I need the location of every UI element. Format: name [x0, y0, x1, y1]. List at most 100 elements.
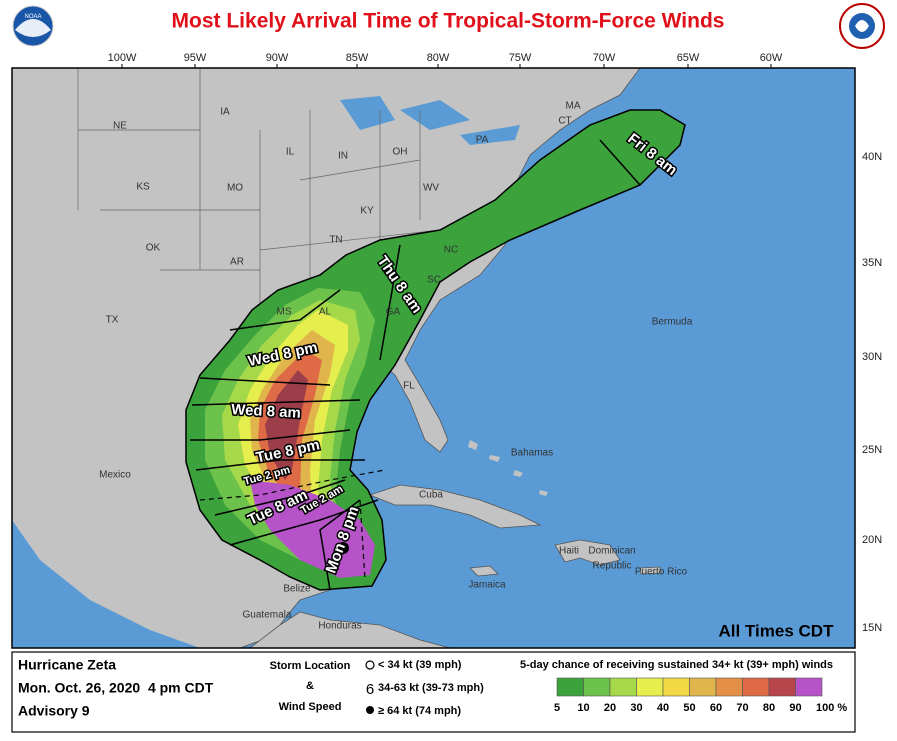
place-label: Belize	[283, 584, 311, 595]
place-label: Mexico	[99, 470, 131, 481]
legend-symbol: 6	[366, 681, 374, 698]
lon-label: 95W	[184, 52, 207, 64]
land-central-america	[249, 611, 451, 648]
scale-label: 20	[604, 702, 616, 714]
place-label: AL	[319, 307, 332, 318]
lon-label: 85W	[346, 52, 369, 64]
scale-label: 100 %	[816, 702, 847, 714]
lon-label: 65W	[677, 52, 700, 64]
place-label: AR	[230, 257, 244, 268]
legend-symbol	[366, 706, 374, 714]
lat-label: 20N	[862, 534, 882, 546]
place-label: IL	[286, 147, 295, 158]
legend-title: &	[306, 680, 314, 692]
lat-label: 35N	[862, 257, 882, 269]
place-label: Haiti	[559, 546, 579, 557]
legend-item: ≥ 64 kt (74 mph)	[378, 705, 461, 717]
place-label: IA	[220, 107, 230, 118]
arrival-time-label: Wed 8 am	[231, 401, 302, 422]
advisory-number: Advisory 9	[18, 703, 90, 719]
state-lines	[77, 68, 501, 330]
scale-label: 30	[630, 702, 642, 714]
scale-swatch	[583, 677, 611, 697]
place-label: GA	[386, 307, 401, 318]
lon-label: 75W	[509, 52, 532, 64]
lon-label: 100W	[108, 52, 137, 64]
place-label: OH	[393, 147, 408, 158]
puerto-rico	[639, 566, 662, 575]
place-label: OK	[146, 243, 161, 254]
bahamas	[468, 440, 548, 496]
scale-label: 40	[657, 702, 669, 714]
wind-swath	[185, 109, 686, 591]
scale-swatch	[715, 677, 743, 697]
scale-swatch	[556, 677, 584, 697]
lat-label: 25N	[862, 444, 882, 456]
scale-label: 10	[577, 702, 589, 714]
place-label: Bermuda	[652, 317, 693, 328]
scale-swatch	[689, 677, 717, 697]
lat-label: 40N	[862, 151, 882, 163]
pacific	[12, 520, 200, 648]
place-label: TX	[106, 315, 119, 326]
legend-title: Storm Location	[270, 660, 351, 672]
lon-label: 70W	[593, 52, 616, 64]
map: All Times CDT	[11, 67, 856, 649]
scale-label: 60	[710, 702, 722, 714]
place-label: NE	[113, 121, 127, 132]
lon-label: 90W	[266, 52, 289, 64]
cuba	[368, 484, 542, 529]
place-label: CT	[558, 116, 571, 127]
title: Most Likely Arrival Time of Tropical-Sto…	[172, 10, 725, 33]
time-note: All Times CDT	[719, 621, 835, 640]
storm-marker	[337, 542, 349, 554]
lon-label: 80W	[427, 52, 450, 64]
legend-item: < 34 kt (39 mph)	[378, 659, 462, 671]
place-label: Guatemala	[243, 610, 292, 621]
scale-label: 50	[683, 702, 695, 714]
place-label: FL	[403, 381, 415, 392]
place-label: PA	[476, 135, 489, 146]
scale-swatch	[609, 677, 637, 697]
place-label: Honduras	[318, 621, 361, 632]
place-label: MO	[227, 183, 243, 194]
place-label: MS	[277, 307, 292, 318]
place-label: IN	[338, 151, 348, 162]
color-scale: 5 10 20 30 40 50 60 70 80 90 100 %	[554, 677, 847, 714]
advisory-date: Mon. Oct. 26, 2020 4 pm CDT	[18, 680, 214, 696]
place-label: NC	[444, 245, 458, 256]
legend-title: Wind Speed	[279, 701, 342, 713]
lat-label: 15N	[862, 622, 882, 634]
legend-item: 34-63 kt (39-73 mph)	[378, 682, 484, 694]
place-label: WV	[423, 183, 439, 194]
place-label: Puerto Rico	[635, 567, 688, 578]
legend-symbol	[365, 660, 375, 670]
place-label: MA	[566, 101, 581, 112]
place-label: Republic	[593, 561, 632, 572]
scale-label: 5	[554, 702, 560, 714]
hispaniola	[554, 539, 621, 566]
place-label: Jamaica	[468, 580, 506, 591]
place-label: Dominican	[588, 546, 635, 557]
jamaica	[469, 565, 499, 577]
lat-label: 30N	[862, 351, 882, 363]
scale-swatch	[795, 677, 823, 697]
scale-label: 90	[789, 702, 801, 714]
place-label: TN	[329, 235, 342, 246]
nws-logo	[839, 3, 885, 49]
great-lakes	[340, 96, 520, 145]
scale-swatch	[636, 677, 664, 697]
footer: Hurricane Zeta Mon. Oct. 26, 2020 4 pm C…	[11, 651, 856, 733]
scale-swatch	[742, 677, 770, 697]
map-border	[11, 67, 856, 649]
scale-title: 5-day chance of receiving sustained 34+ …	[520, 659, 833, 671]
place-label: Bahamas	[511, 448, 553, 459]
scale-label: 70	[736, 702, 748, 714]
place-label: SC	[427, 275, 441, 286]
scale-label: 80	[763, 702, 775, 714]
scale-swatch	[768, 677, 796, 697]
place-label: Cuba	[419, 490, 443, 501]
storm-name: Hurricane Zeta	[18, 657, 116, 673]
svg-text:NOAA: NOAA	[24, 14, 41, 20]
